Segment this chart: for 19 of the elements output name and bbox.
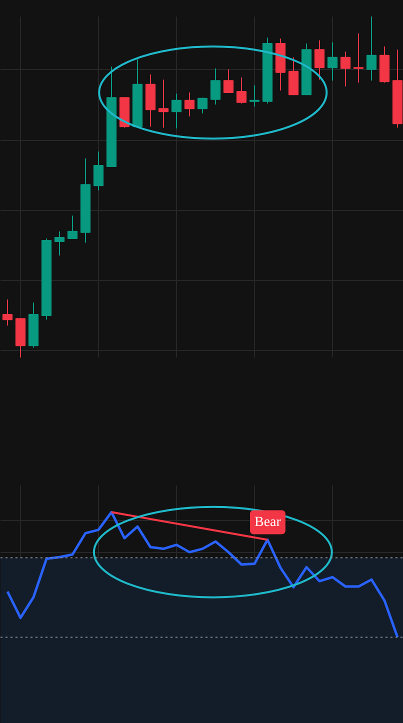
candlestick	[288, 56, 299, 96]
candlestick	[197, 97, 208, 114]
candlestick	[223, 68, 234, 94]
candlestick	[210, 68, 221, 105]
annotation: Bear	[254, 514, 282, 530]
candlestick	[184, 92, 195, 117]
candlestick	[340, 51, 351, 87]
candlestick	[236, 77, 247, 104]
candlestick	[67, 215, 78, 239]
candlestick	[314, 40, 325, 80]
candlestick	[249, 84, 260, 108]
candlestick	[327, 42, 338, 82]
candlestick	[171, 93, 182, 129]
candlestick	[2, 299, 13, 326]
candlestick	[54, 230, 65, 256]
candlestick	[93, 151, 104, 191]
candlestick	[366, 16, 377, 82]
candlestick	[158, 79, 169, 128]
candlestick	[353, 33, 364, 84]
